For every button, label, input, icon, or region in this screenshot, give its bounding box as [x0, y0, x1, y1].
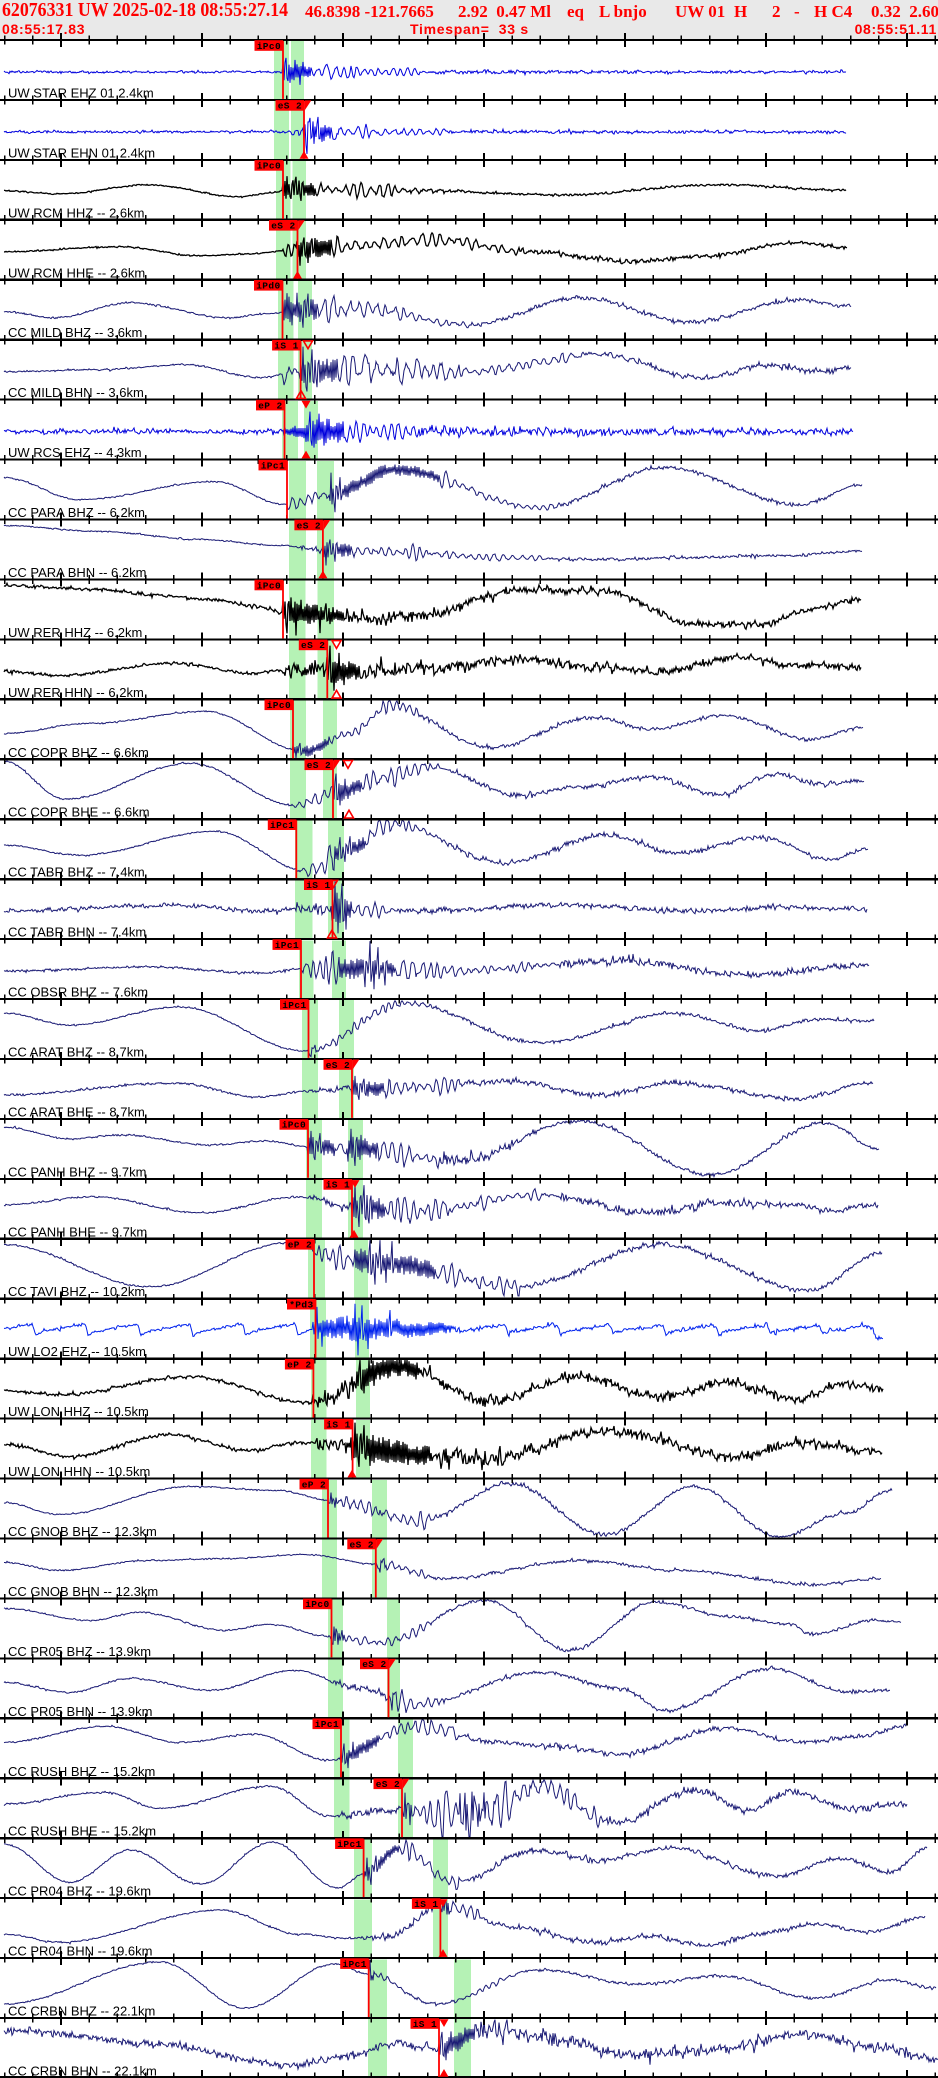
svg-text:iPc1: iPc1 — [282, 1000, 306, 1011]
svg-text:CC COPR BHE -- 6.6km: CC COPR BHE -- 6.6km — [8, 805, 150, 820]
svg-text:iPc1: iPc1 — [315, 1719, 339, 1730]
svg-text:iPd0: iPd0 — [256, 281, 280, 292]
svg-text:eS 2: eS 2 — [362, 1659, 386, 1670]
svg-text:eS 2: eS 2 — [350, 1539, 374, 1550]
svg-text:CC PR04 BHZ -- 19.6km: CC PR04 BHZ -- 19.6km — [8, 1884, 151, 1899]
svg-text:CC TABR BHN -- 7.4km: CC TABR BHN -- 7.4km — [8, 925, 146, 940]
svg-text:UW RER HHN -- 6.2km: UW RER HHN -- 6.2km — [8, 685, 144, 700]
svg-text:iPc0: iPc0 — [282, 1120, 306, 1131]
svg-text:UW RCM HHZ -- 2.6km: UW RCM HHZ -- 2.6km — [8, 205, 145, 220]
svg-text:CC CRBN BHZ -- 22.1km: CC CRBN BHZ -- 22.1km — [8, 2004, 155, 2019]
svg-text:eS 2: eS 2 — [278, 101, 302, 112]
svg-text:iPc1: iPc1 — [275, 940, 299, 951]
svg-text:iS 1: iS 1 — [306, 880, 330, 891]
svg-text:CC PR05 BHZ -- 13.9km: CC PR05 BHZ -- 13.9km — [8, 1644, 151, 1659]
svg-text:eP 2: eP 2 — [288, 1240, 312, 1251]
svg-text:iS 1: iS 1 — [414, 1899, 438, 1910]
svg-text:eS 2: eS 2 — [271, 221, 295, 232]
svg-text:CC GNOB BHZ -- 12.3km: CC GNOB BHZ -- 12.3km — [8, 1524, 157, 1539]
svg-text:UW RCM HHE -- 2.6km: UW RCM HHE -- 2.6km — [8, 265, 145, 280]
svg-text:CC RUSH BHE -- 15.2km: CC RUSH BHE -- 15.2km — [8, 1824, 156, 1839]
svg-text:eS 2: eS 2 — [376, 1779, 400, 1790]
svg-text:CC OBSR BHZ -- 7.6km: CC OBSR BHZ -- 7.6km — [8, 985, 148, 1000]
svg-text:iPc1: iPc1 — [261, 460, 285, 471]
svg-text:eP 2: eP 2 — [258, 400, 282, 411]
svg-text:CC MILD BHN -- 3.6km: CC MILD BHN -- 3.6km — [8, 385, 144, 400]
svg-text:CC PARA BHZ -- 6.2km: CC PARA BHZ -- 6.2km — [8, 505, 145, 520]
svg-text:CC RUSH BHZ -- 15.2km: CC RUSH BHZ -- 15.2km — [8, 1764, 155, 1779]
svg-text:eS 2: eS 2 — [326, 1060, 350, 1071]
svg-text:iPc0: iPc0 — [257, 580, 281, 591]
svg-text:CC GNOB BHN -- 12.3km: CC GNOB BHN -- 12.3km — [8, 1584, 158, 1599]
svg-text:CC PR04 BHN -- 19.6km: CC PR04 BHN -- 19.6km — [8, 1944, 152, 1959]
svg-text:UW LO2 EHZ -- 10.5km: UW LO2 EHZ -- 10.5km — [8, 1344, 146, 1359]
svg-text:eS 2: eS 2 — [297, 520, 321, 531]
svg-text:CC PR05 BHN -- 13.9km: CC PR05 BHN -- 13.9km — [8, 1704, 152, 1719]
svg-text:CC PARA BHN -- 6.2km: CC PARA BHN -- 6.2km — [8, 565, 146, 580]
svg-text:iPc1: iPc1 — [270, 820, 294, 831]
svg-text:CC MILD BHZ -- 3.6km: CC MILD BHZ -- 3.6km — [8, 325, 142, 340]
svg-text:UW LON HHZ -- 10.5km: UW LON HHZ -- 10.5km — [8, 1404, 149, 1419]
svg-text:eS 2: eS 2 — [307, 760, 331, 771]
svg-text:eP 2: eP 2 — [287, 1360, 311, 1371]
svg-text:CC PANH BHE -- 9.7km: CC PANH BHE -- 9.7km — [8, 1224, 147, 1239]
svg-text:CC TAVI BHZ -- 10.2km: CC TAVI BHZ -- 10.2km — [8, 1284, 145, 1299]
svg-text:UW RCS EHZ -- 4.3km: UW RCS EHZ -- 4.3km — [8, 445, 142, 460]
svg-text:iPc1: iPc1 — [337, 1839, 361, 1850]
svg-text:UW LON HHN -- 10.5km: UW LON HHN -- 10.5km — [8, 1464, 150, 1479]
svg-text:iPc0: iPc0 — [305, 1599, 329, 1610]
svg-text:*Pd3: *Pd3 — [289, 1300, 313, 1311]
svg-text:CC TABR BHZ -- 7.4km: CC TABR BHZ -- 7.4km — [8, 865, 145, 880]
svg-text:CC ARAT BHZ -- 8.7km: CC ARAT BHZ -- 8.7km — [8, 1045, 144, 1060]
svg-text:iPc1: iPc1 — [342, 1959, 366, 1970]
svg-text:CC CRBN BHN -- 22.1km: CC CRBN BHN -- 22.1km — [8, 2064, 157, 2078]
svg-text:iS 1: iS 1 — [413, 2019, 437, 2030]
svg-text:iPc0: iPc0 — [267, 700, 291, 711]
svg-text:iS 1: iS 1 — [326, 1419, 350, 1430]
svg-text:UW RER HHZ -- 6.2km: UW RER HHZ -- 6.2km — [8, 625, 142, 640]
svg-text:iS 1: iS 1 — [326, 1180, 350, 1191]
svg-text:eP 2: eP 2 — [302, 1479, 326, 1490]
svg-text:UW STAR EHN 01 2.4km: UW STAR EHN 01 2.4km — [8, 145, 155, 160]
svg-text:CC PANH BHZ -- 9.7km: CC PANH BHZ -- 9.7km — [8, 1164, 146, 1179]
svg-text:iPc0: iPc0 — [257, 41, 281, 52]
svg-text:CC COPR BHZ -- 6.6km: CC COPR BHZ -- 6.6km — [8, 745, 149, 760]
svg-text:iPc0: iPc0 — [257, 161, 281, 172]
svg-text:iS 1: iS 1 — [274, 341, 298, 352]
svg-text:eS 2: eS 2 — [301, 640, 325, 651]
svg-text:UW STAR EHZ 01 2.4km: UW STAR EHZ 01 2.4km — [8, 85, 154, 100]
svg-text:CC ARAT BHE -- 8.7km: CC ARAT BHE -- 8.7km — [8, 1104, 145, 1119]
